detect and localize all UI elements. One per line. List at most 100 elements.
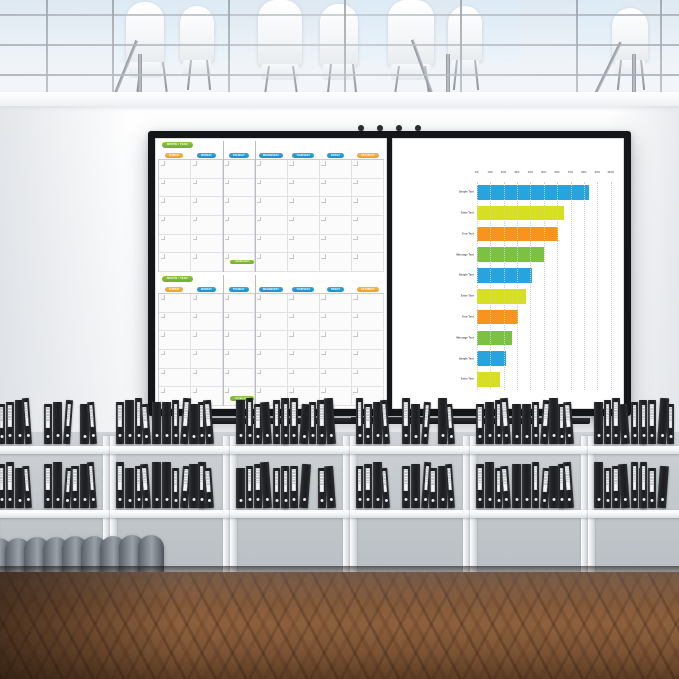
calendar-day-cell[interactable]: [287, 234, 320, 254]
calendar-day-cell[interactable]: [255, 160, 288, 179]
chart-bar-row[interactable]: Simple Text: [459, 351, 611, 366]
calendar-day-cell[interactable]: [255, 234, 288, 254]
calendar-day-cell[interactable]: [223, 294, 256, 313]
calendar-title[interactable]: MONTH / YEAR: [162, 276, 193, 282]
calendar-day-cell[interactable]: [287, 253, 320, 272]
calendar-day-cell[interactable]: [191, 253, 224, 272]
calendar-day-cell[interactable]: [319, 197, 352, 216]
chart-bar[interactable]: [476, 351, 507, 366]
chart-bar-row[interactable]: Enter Text: [461, 372, 611, 387]
calendar-day-cell[interactable]: [223, 368, 256, 388]
calendar-day-cell[interactable]: [351, 160, 384, 179]
chart-bar[interactable]: [476, 185, 590, 200]
calendar-day-cell[interactable]: [287, 197, 320, 216]
calendar-day-cell[interactable]: [287, 294, 320, 313]
calendar-day-cell[interactable]: [191, 312, 224, 332]
calendar-day-cell[interactable]: [191, 349, 224, 369]
calendar-day-cell[interactable]: [287, 215, 320, 235]
calendar-day-cell[interactable]: [255, 349, 288, 369]
calendar-day-cell[interactable]: [191, 160, 224, 179]
whiteboard-panel-chart[interactable]: 0% 10% 20% 30% 40% 50% 60% 70% 80% 90% 100% Simple…: [392, 138, 624, 409]
calendar-day-cell[interactable]: [159, 253, 192, 272]
calendar-day-cell[interactable]: [319, 368, 352, 388]
calendar-day-cell[interactable]: [223, 312, 256, 332]
chart-bar-row[interactable]: Simple Text: [459, 185, 611, 200]
weekday-label-sunday[interactable]: SUNDAY: [164, 152, 184, 159]
weekday-label-thursday[interactable]: THURSDAY: [292, 152, 315, 159]
chart-bar[interactable]: [476, 309, 519, 325]
calendar-day-cell[interactable]: [191, 234, 224, 254]
calendar-day-cell[interactable]: [255, 294, 288, 313]
calendar-day-cell[interactable]: [223, 234, 256, 254]
calendar-day-cell[interactable]: [351, 215, 384, 235]
calendar-day-cell[interactable]: [223, 331, 256, 350]
weekday-label-friday[interactable]: FRIDAY: [326, 152, 345, 159]
calendar-day-cell[interactable]: [159, 349, 192, 369]
calendar-day-cell[interactable]: [319, 312, 352, 332]
calendar-day-cell[interactable]: [255, 312, 288, 332]
weekday-label-sunday[interactable]: SUNDAY: [164, 286, 184, 293]
calendar-grid-bottom[interactable]: [158, 293, 384, 406]
calendar-day-cell[interactable]: [351, 178, 384, 198]
calendar-title[interactable]: MONTH / YEAR: [162, 142, 193, 148]
weekday-label-saturday[interactable]: SATURDAY: [356, 152, 379, 159]
weekday-label-tuesday[interactable]: TUESDAY: [228, 286, 249, 293]
chart-bar-row[interactable]: Enter Text: [461, 288, 611, 304]
calendar-day-cell[interactable]: [223, 160, 256, 179]
calendar-day-cell[interactable]: [287, 368, 320, 388]
weekday-label-monday[interactable]: MONDAY: [196, 152, 216, 159]
chart-bar-row[interactable]: Your Text: [462, 309, 611, 325]
calendar-day-cell[interactable]: [351, 349, 384, 369]
calendar-day-cell[interactable]: [223, 215, 256, 235]
calendar-day-cell[interactable]: [255, 215, 288, 235]
calendar-day-cell[interactable]: [159, 368, 192, 388]
calendar-day-cell[interactable]: [191, 178, 224, 198]
calendar-day-cell[interactable]: [159, 160, 192, 179]
chart-bar-row[interactable]: Enter Text: [461, 205, 611, 221]
whiteboard[interactable]: MONTH / YEAR SUNDAY MONDAY TUESDAY WEDNE…: [148, 125, 631, 424]
calendar-day-cell[interactable]: [351, 312, 384, 332]
chart-bar[interactable]: [476, 205, 564, 221]
calendar-day-cell[interactable]: [191, 197, 224, 216]
calendar-day-cell[interactable]: [255, 197, 288, 216]
monthly-calendar-top[interactable]: MONTH / YEAR SUNDAY MONDAY TUESDAY WEDNE…: [158, 141, 384, 272]
calendar-day-cell[interactable]: [319, 178, 352, 198]
chart-bar[interactable]: [476, 247, 544, 262]
calendar-day-cell[interactable]: [319, 234, 352, 254]
whiteboard-panel-calendars[interactable]: MONTH / YEAR SUNDAY MONDAY TUESDAY WEDNE…: [155, 138, 387, 409]
calendar-day-cell[interactable]: [255, 331, 288, 350]
calendar-day-cell[interactable]: [223, 349, 256, 369]
chart-bar[interactable]: [476, 372, 500, 387]
monthly-calendar-bottom[interactable]: MONTH / YEAR SUNDAY MONDAY TUESDAY WEDNE…: [158, 275, 384, 406]
calendar-event-pill[interactable]: ENTER TEXT: [230, 259, 254, 265]
calendar-day-cell[interactable]: [159, 312, 192, 332]
calendar-day-cell[interactable]: [287, 160, 320, 179]
calendar-day-cell[interactable]: [159, 331, 192, 350]
calendar-day-cell[interactable]: [287, 312, 320, 332]
weekday-label-tuesday[interactable]: TUESDAY: [228, 152, 249, 159]
calendar-day-cell[interactable]: [159, 294, 192, 313]
calendar-grid-top[interactable]: [158, 159, 384, 272]
calendar-day-cell[interactable]: [287, 349, 320, 369]
calendar-day-cell[interactable]: [287, 178, 320, 198]
calendar-day-cell[interactable]: [255, 178, 288, 198]
calendar-event-pill[interactable]: ENTER TEXT: [230, 396, 254, 401]
calendar-day-cell[interactable]: [351, 234, 384, 254]
chart-plot-area[interactable]: Simple Text Enter Text Your Text Message Te…: [456, 181, 612, 390]
calendar-day-cell[interactable]: [159, 215, 192, 235]
calendar-day-cell[interactable]: [223, 197, 256, 216]
weekday-label-saturday[interactable]: SATURDAY: [356, 286, 379, 293]
calendar-day-cell[interactable]: [255, 253, 288, 272]
calendar-day-cell[interactable]: [319, 215, 352, 235]
chart-bar-row[interactable]: Message Text: [456, 330, 611, 346]
calendar-day-cell[interactable]: [223, 178, 256, 198]
calendar-day-cell[interactable]: [319, 331, 352, 350]
weekday-label-wednesday[interactable]: WEDNESDAY: [258, 286, 284, 293]
weekday-label-monday[interactable]: MONDAY: [196, 286, 216, 293]
calendar-day-cell[interactable]: [159, 197, 192, 216]
weekday-label-wednesday[interactable]: WEDNESDAY: [258, 152, 284, 159]
calendar-day-cell[interactable]: [191, 368, 224, 388]
weekday-label-thursday[interactable]: THURSDAY: [292, 286, 315, 293]
calendar-day-cell[interactable]: [319, 160, 352, 179]
calendar-day-cell[interactable]: [159, 178, 192, 198]
